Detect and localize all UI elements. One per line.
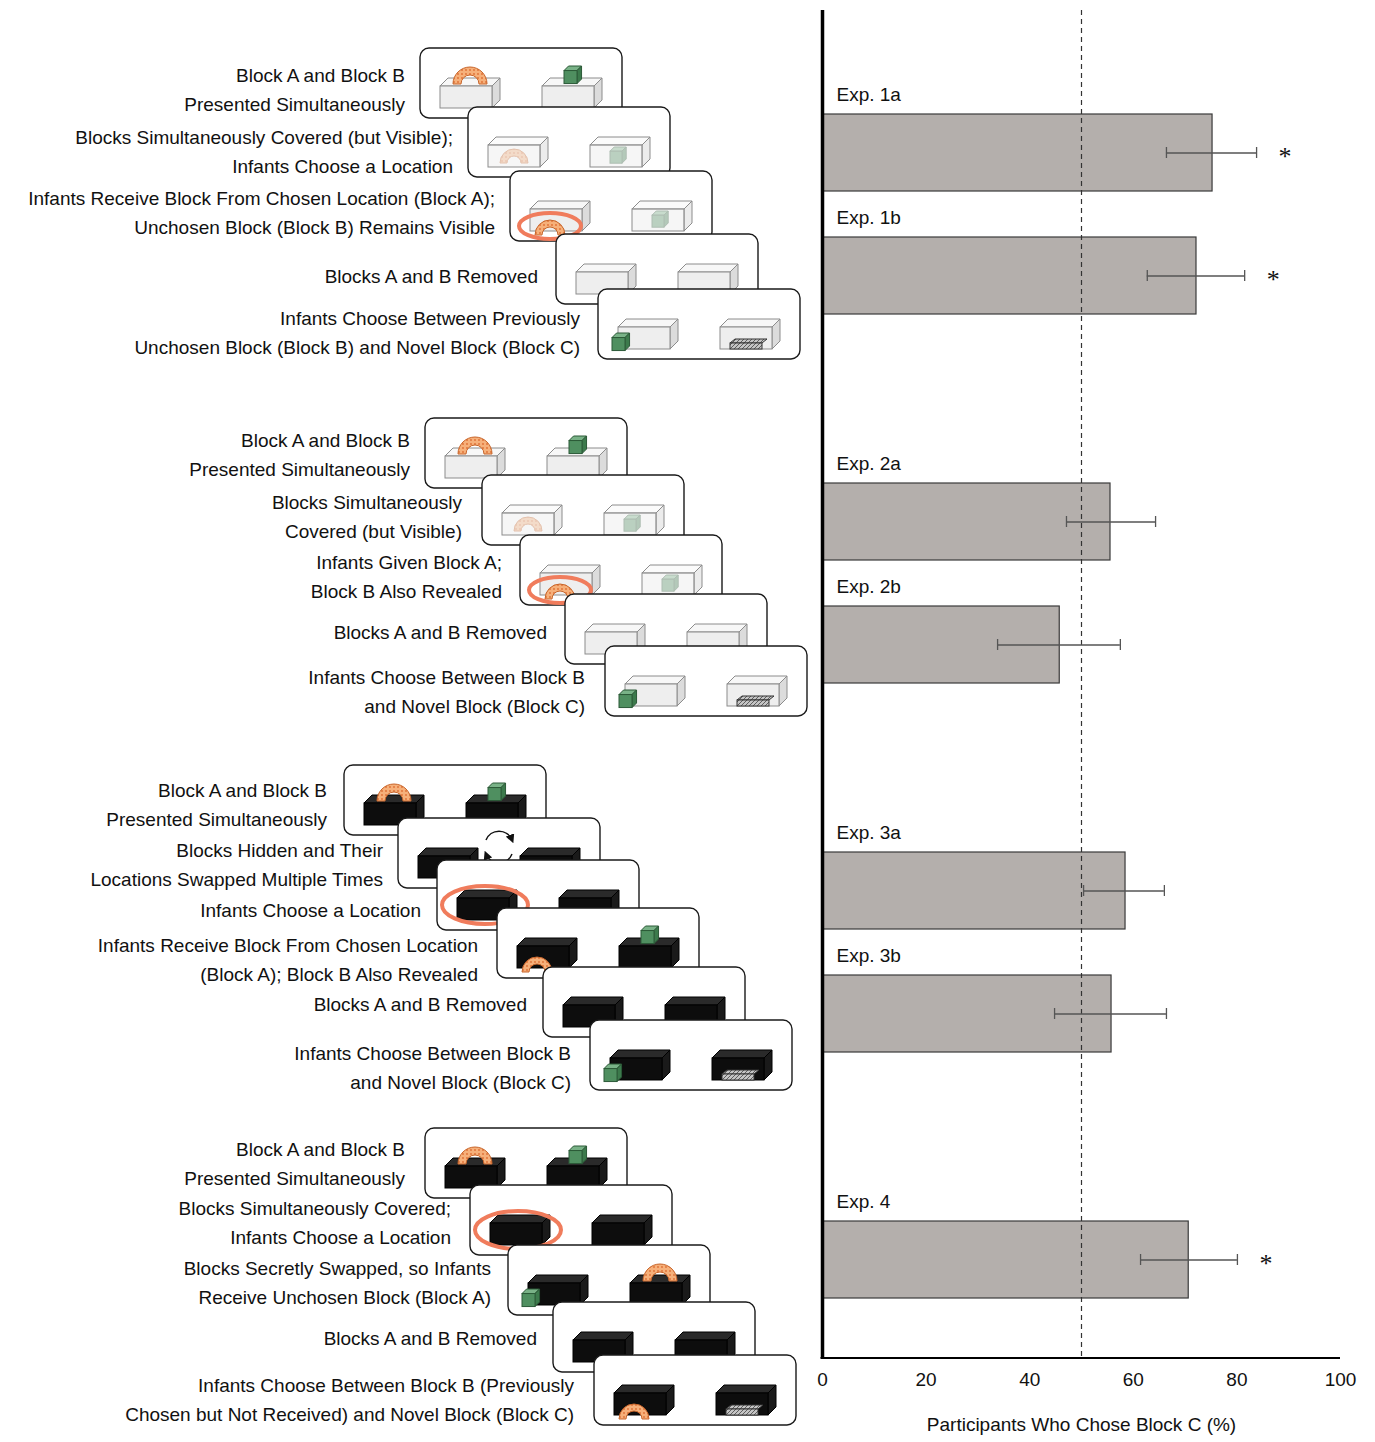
svg-text:*: * [1279,142,1292,171]
svg-text:Infants Choose Between Block B: Infants Choose Between Block B [308,667,585,688]
svg-text:*: * [1267,265,1280,294]
svg-text:Blocks A and B Removed: Blocks A and B Removed [334,622,547,643]
svg-text:Blocks Simultaneously Covered;: Blocks Simultaneously Covered; [179,1198,451,1219]
svg-text:Exp. 2b: Exp. 2b [837,576,901,597]
svg-text:Presented Simultaneously: Presented Simultaneously [106,809,327,830]
svg-text:Blocks Simultaneously Covered: Blocks Simultaneously Covered (but Visib… [75,127,453,148]
svg-text:20: 20 [916,1369,937,1390]
svg-text:Locations Swapped Multiple Tim: Locations Swapped Multiple Times [90,869,383,890]
svg-text:Covered (but Visible): Covered (but Visible) [285,521,462,542]
svg-text:(Block A); Block B Also Reveal: (Block A); Block B Also Revealed [200,964,478,985]
svg-text:Exp. 3b: Exp. 3b [837,945,901,966]
svg-text:Exp. 4: Exp. 4 [837,1191,891,1212]
svg-text:Blocks Secretly Swapped, so In: Blocks Secretly Swapped, so Infants [184,1258,491,1279]
svg-text:Unchosen Block (Block B) Remai: Unchosen Block (Block B) Remains Visible [134,217,495,238]
svg-text:Block A and Block B: Block A and Block B [236,1139,405,1160]
svg-text:Infants Given Block A;: Infants Given Block A; [316,552,502,573]
svg-text:Exp. 3a: Exp. 3a [837,822,902,843]
svg-text:Participants Who Chose Block C: Participants Who Chose Block C (%) [927,1414,1236,1435]
svg-text:Blocks A and B Removed: Blocks A and B Removed [314,994,527,1015]
svg-text:100: 100 [1325,1369,1357,1390]
svg-text:Infants Choose Between Previou: Infants Choose Between Previously [280,308,580,329]
svg-text:Exp. 1a: Exp. 1a [837,84,902,105]
svg-text:Blocks Hidden and Their: Blocks Hidden and Their [176,840,383,861]
svg-text:Presented Simultaneously: Presented Simultaneously [189,459,410,480]
svg-text:Unchosen Block (Block B) and N: Unchosen Block (Block B) and Novel Block… [134,337,580,358]
svg-text:Block B Also Revealed: Block B Also Revealed [311,581,502,602]
svg-text:Chosen but Not Received) and N: Chosen but Not Received) and Novel Block… [125,1404,574,1425]
svg-text:Receive Unchosen Block (Block: Receive Unchosen Block (Block A) [198,1287,491,1308]
svg-text:0: 0 [817,1369,828,1390]
svg-text:Blocks A and B Removed: Blocks A and B Removed [325,266,538,287]
svg-text:Exp. 2a: Exp. 2a [837,453,902,474]
svg-text:Block A and Block B: Block A and Block B [158,780,327,801]
svg-text:Presented Simultaneously: Presented Simultaneously [184,94,405,115]
svg-text:Presented Simultaneously: Presented Simultaneously [184,1168,405,1189]
svg-text:Infants Receive Block From Cho: Infants Receive Block From Chosen Locati… [98,935,478,956]
svg-text:40: 40 [1019,1369,1040,1390]
svg-text:and Novel Block (Block C): and Novel Block (Block C) [350,1072,571,1093]
svg-text:Infants Receive Block From Cho: Infants Receive Block From Chosen Locati… [28,188,495,209]
svg-text:Blocks Simultaneously: Blocks Simultaneously [272,492,463,513]
svg-text:Exp. 1b: Exp. 1b [837,207,901,228]
svg-text:Infants Choose Between Block B: Infants Choose Between Block B [294,1043,571,1064]
svg-text:Infants Choose a Location: Infants Choose a Location [200,900,421,921]
svg-text:and Novel Block (Block C): and Novel Block (Block C) [364,696,585,717]
svg-text:Infants Choose Between Block B: Infants Choose Between Block B (Previous… [198,1375,574,1396]
svg-text:60: 60 [1123,1369,1144,1390]
svg-text:Infants Choose a Location: Infants Choose a Location [232,156,453,177]
svg-text:*: * [1259,1249,1272,1278]
svg-text:Blocks A and B Removed: Blocks A and B Removed [324,1328,537,1349]
svg-text:Block A and Block B: Block A and Block B [241,430,410,451]
svg-text:Block A and Block B: Block A and Block B [236,65,405,86]
svg-text:Infants Choose a Location: Infants Choose a Location [230,1227,451,1248]
svg-text:80: 80 [1226,1369,1247,1390]
